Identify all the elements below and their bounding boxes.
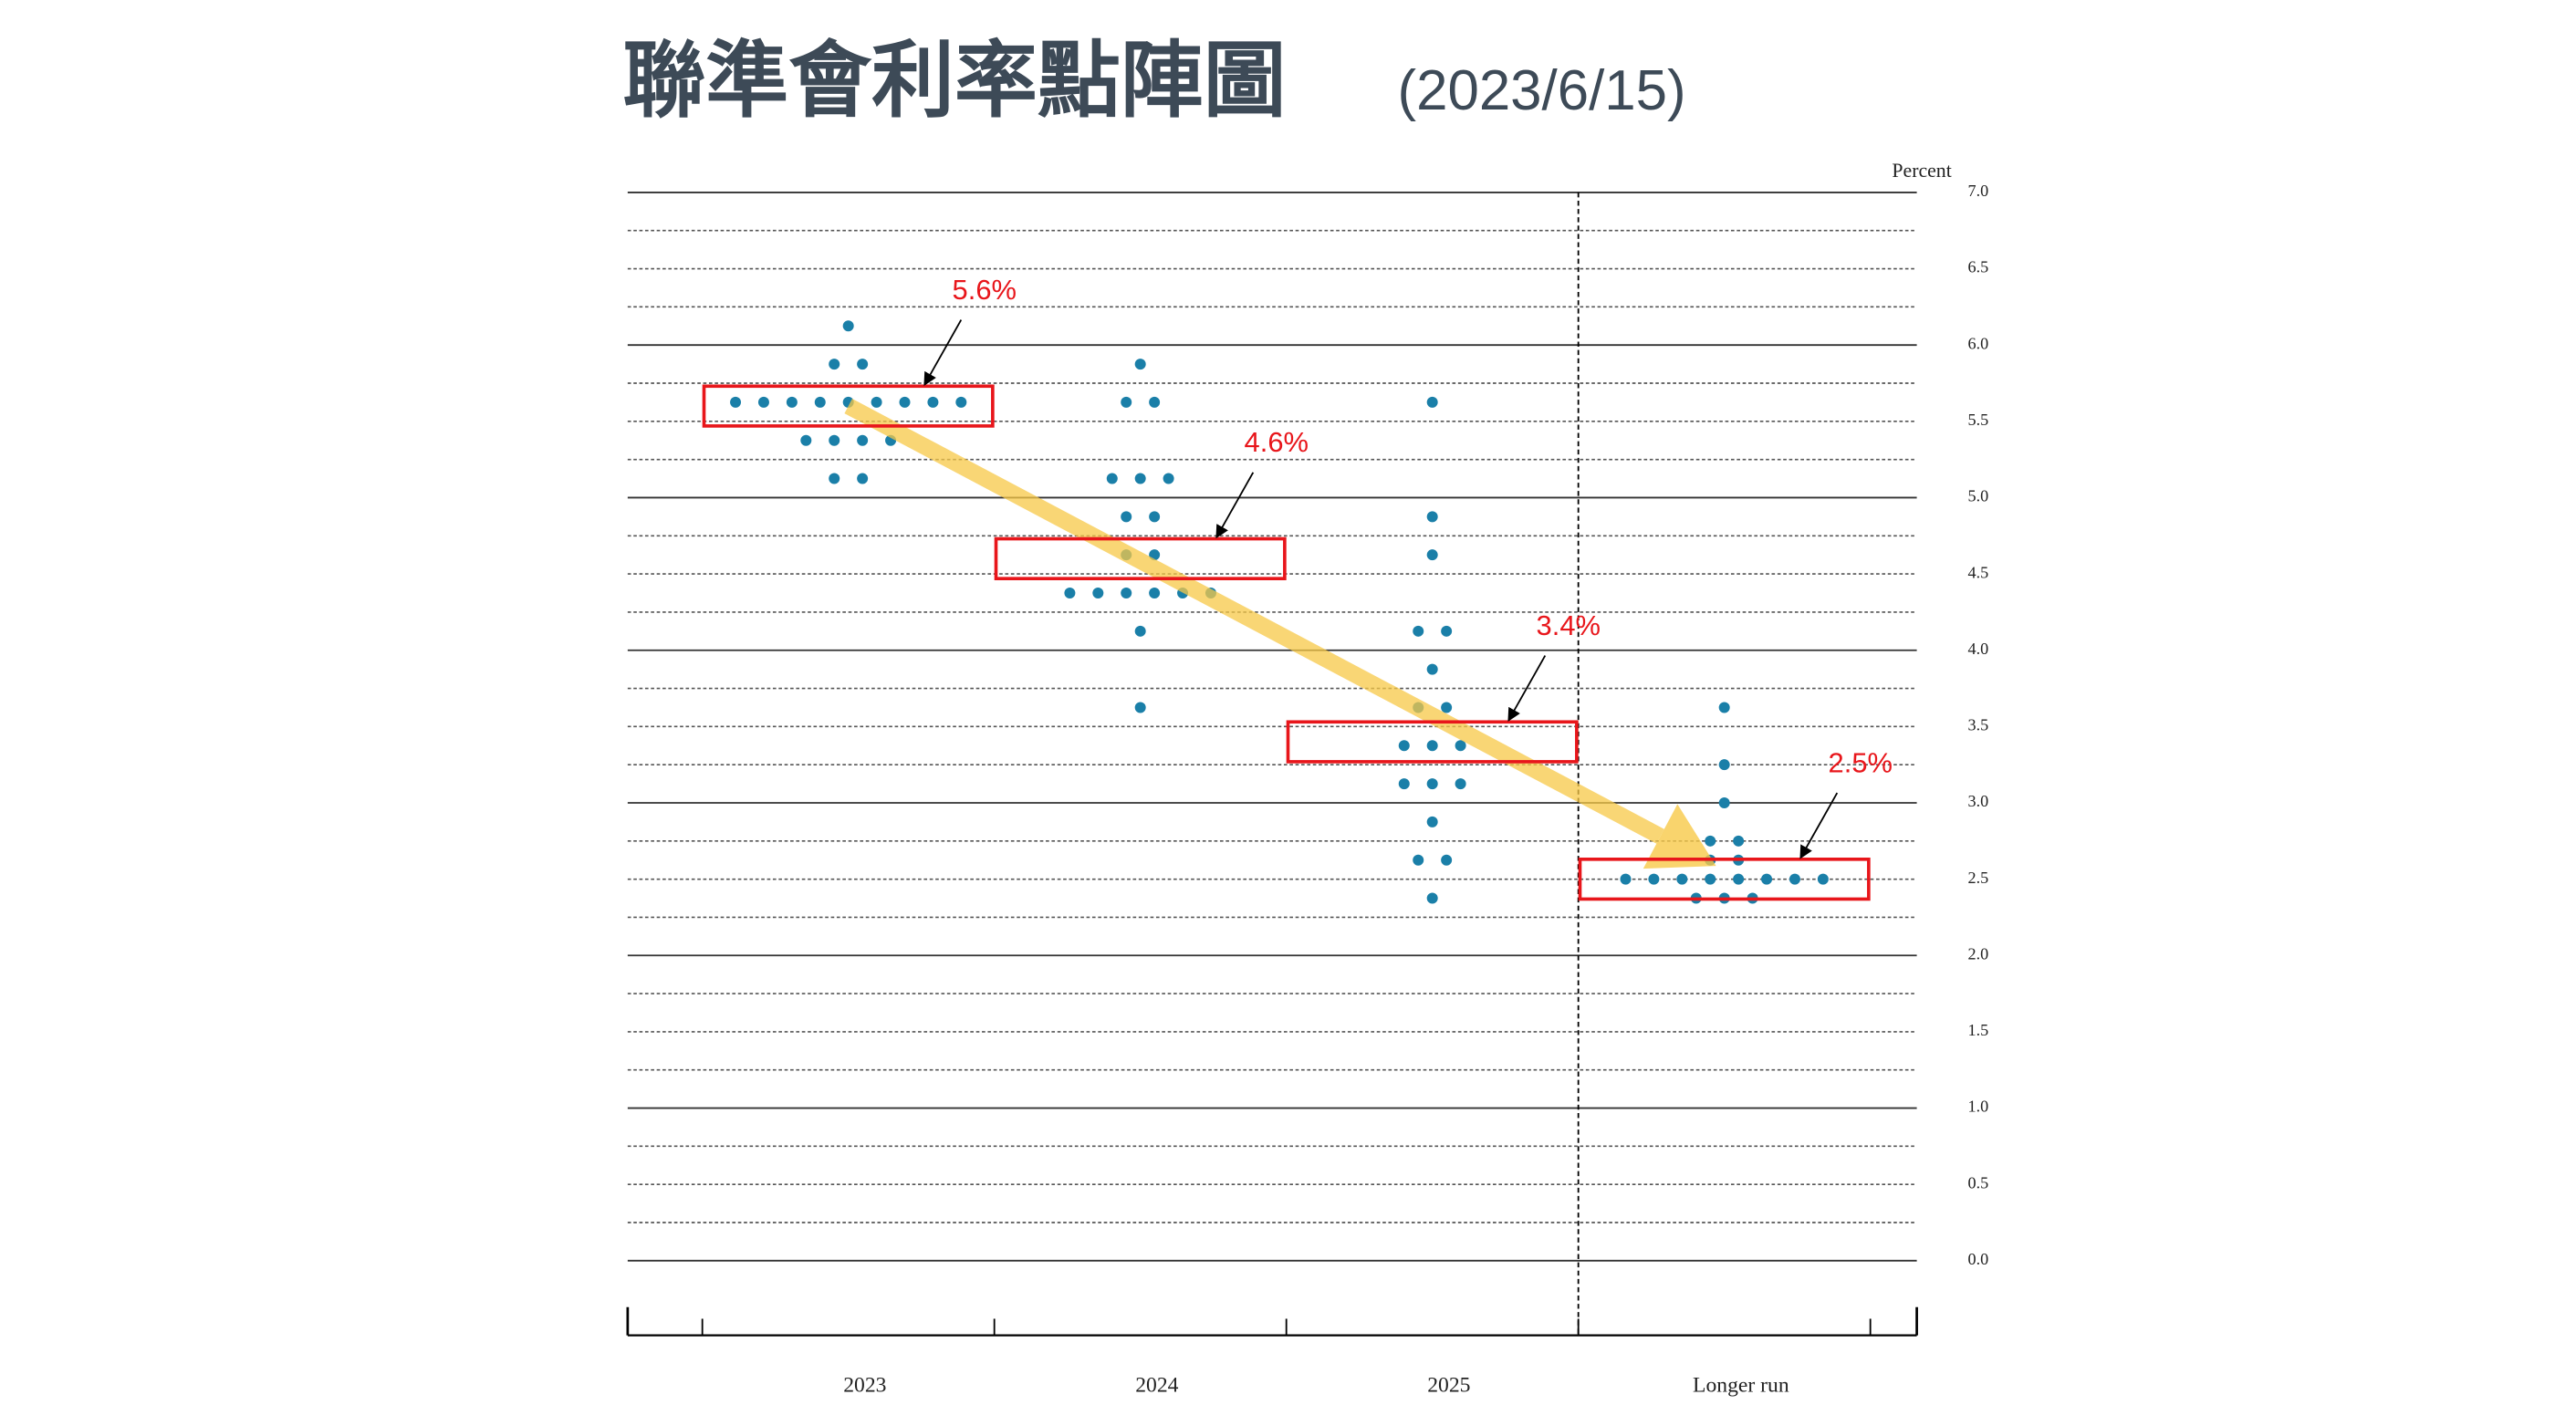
dot bbox=[1092, 588, 1104, 599]
dot bbox=[1426, 740, 1438, 752]
trend-arrow-head bbox=[1643, 804, 1716, 869]
dot bbox=[1398, 778, 1410, 790]
dot bbox=[1426, 778, 1438, 790]
dot bbox=[927, 396, 939, 408]
dot bbox=[1426, 549, 1438, 561]
dot bbox=[1064, 588, 1076, 599]
dot bbox=[1149, 588, 1161, 599]
y-axis-label: Percent bbox=[1892, 160, 1951, 182]
dot bbox=[1121, 396, 1132, 408]
dot bbox=[1718, 759, 1730, 771]
dot bbox=[1441, 854, 1453, 866]
dot bbox=[829, 473, 840, 484]
dot bbox=[1455, 778, 1466, 790]
dot bbox=[800, 434, 812, 446]
dot bbox=[1676, 873, 1688, 885]
dot bbox=[1426, 663, 1438, 675]
dot bbox=[1121, 511, 1132, 523]
y-tick-label: 5.5 bbox=[1968, 411, 1989, 429]
dot bbox=[1163, 473, 1174, 484]
dot bbox=[842, 320, 854, 332]
dot bbox=[955, 396, 967, 408]
dot bbox=[786, 396, 798, 408]
dot bbox=[1121, 588, 1132, 599]
dot bbox=[1705, 835, 1716, 847]
annotation-arrow bbox=[1507, 655, 1547, 723]
y-tick-label: 0.5 bbox=[1968, 1173, 1989, 1192]
annotation-arrow bbox=[1215, 472, 1255, 539]
y-tick-label: 6.0 bbox=[1968, 334, 1989, 352]
dot bbox=[814, 396, 826, 408]
dot bbox=[1134, 473, 1146, 484]
annotation-box bbox=[994, 536, 1287, 580]
annotation-label: 3.4% bbox=[1537, 609, 1601, 641]
dot bbox=[1441, 702, 1453, 713]
y-tick-label: 1.0 bbox=[1968, 1098, 1989, 1116]
annotation-box bbox=[702, 384, 995, 428]
dot bbox=[1620, 873, 1632, 885]
dot bbox=[1718, 797, 1730, 809]
y-tick-label: 4.5 bbox=[1968, 563, 1989, 581]
y-tick-label: 3.5 bbox=[1968, 716, 1989, 734]
dot bbox=[1134, 625, 1146, 637]
dot bbox=[1455, 740, 1466, 752]
annotation-label: 4.6% bbox=[1245, 426, 1309, 458]
x-tick-label: 2024 bbox=[1135, 1373, 1178, 1397]
x-tick-label: Longer run bbox=[1693, 1373, 1789, 1397]
dot bbox=[857, 359, 869, 370]
y-tick-label: 2.5 bbox=[1968, 869, 1989, 887]
dot bbox=[1106, 473, 1118, 484]
dot bbox=[1413, 854, 1424, 866]
dot bbox=[1149, 511, 1161, 523]
dot bbox=[1817, 873, 1829, 885]
annotation-label: 2.5% bbox=[1829, 746, 1893, 778]
dot bbox=[1733, 835, 1745, 847]
y-tick-label: 7.0 bbox=[1968, 182, 1989, 200]
dot bbox=[1134, 359, 1146, 370]
y-tick-label: 4.0 bbox=[1968, 640, 1989, 658]
dot bbox=[1149, 396, 1161, 408]
chart-title: 聯準會利率點陣圖 bbox=[622, 33, 1286, 129]
dot bbox=[1733, 873, 1745, 885]
dot bbox=[1648, 873, 1660, 885]
dot bbox=[1705, 873, 1716, 885]
dot bbox=[1413, 625, 1424, 637]
annotation-arrow bbox=[923, 319, 963, 387]
dot bbox=[757, 396, 769, 408]
trend-arrow bbox=[844, 399, 1664, 844]
y-tick-label: 1.5 bbox=[1968, 1021, 1989, 1039]
y-tick-label: 3.0 bbox=[1968, 792, 1989, 810]
dot bbox=[1426, 511, 1438, 523]
dot bbox=[829, 434, 840, 446]
y-tick-label: 6.5 bbox=[1968, 258, 1989, 276]
dot bbox=[857, 434, 869, 446]
dot bbox=[871, 396, 882, 408]
dot bbox=[1134, 702, 1146, 713]
dot bbox=[1398, 740, 1410, 752]
dot bbox=[1426, 396, 1438, 408]
dot bbox=[899, 396, 911, 408]
y-tick-label: 5.0 bbox=[1968, 487, 1989, 505]
y-tick-label: 0.0 bbox=[1968, 1250, 1989, 1268]
annotation-box bbox=[1578, 858, 1871, 901]
dot bbox=[1761, 873, 1773, 885]
annotation-label: 5.6% bbox=[953, 274, 1017, 306]
dot bbox=[730, 396, 742, 408]
x-tick-label: 2023 bbox=[843, 1373, 886, 1397]
dot bbox=[1441, 625, 1453, 637]
dot bbox=[857, 473, 869, 484]
annotation-arrow bbox=[1799, 792, 1839, 859]
dot bbox=[829, 359, 840, 370]
dot bbox=[1426, 816, 1438, 827]
chart-subtitle: (2023/6/15) bbox=[1398, 59, 1686, 122]
annotation-box bbox=[1286, 720, 1579, 764]
x-tick-label: 2025 bbox=[1427, 1373, 1470, 1397]
dot bbox=[1426, 892, 1438, 904]
dot bbox=[1718, 702, 1730, 713]
y-tick-label: 2.0 bbox=[1968, 944, 1989, 963]
dot bbox=[1789, 873, 1800, 885]
